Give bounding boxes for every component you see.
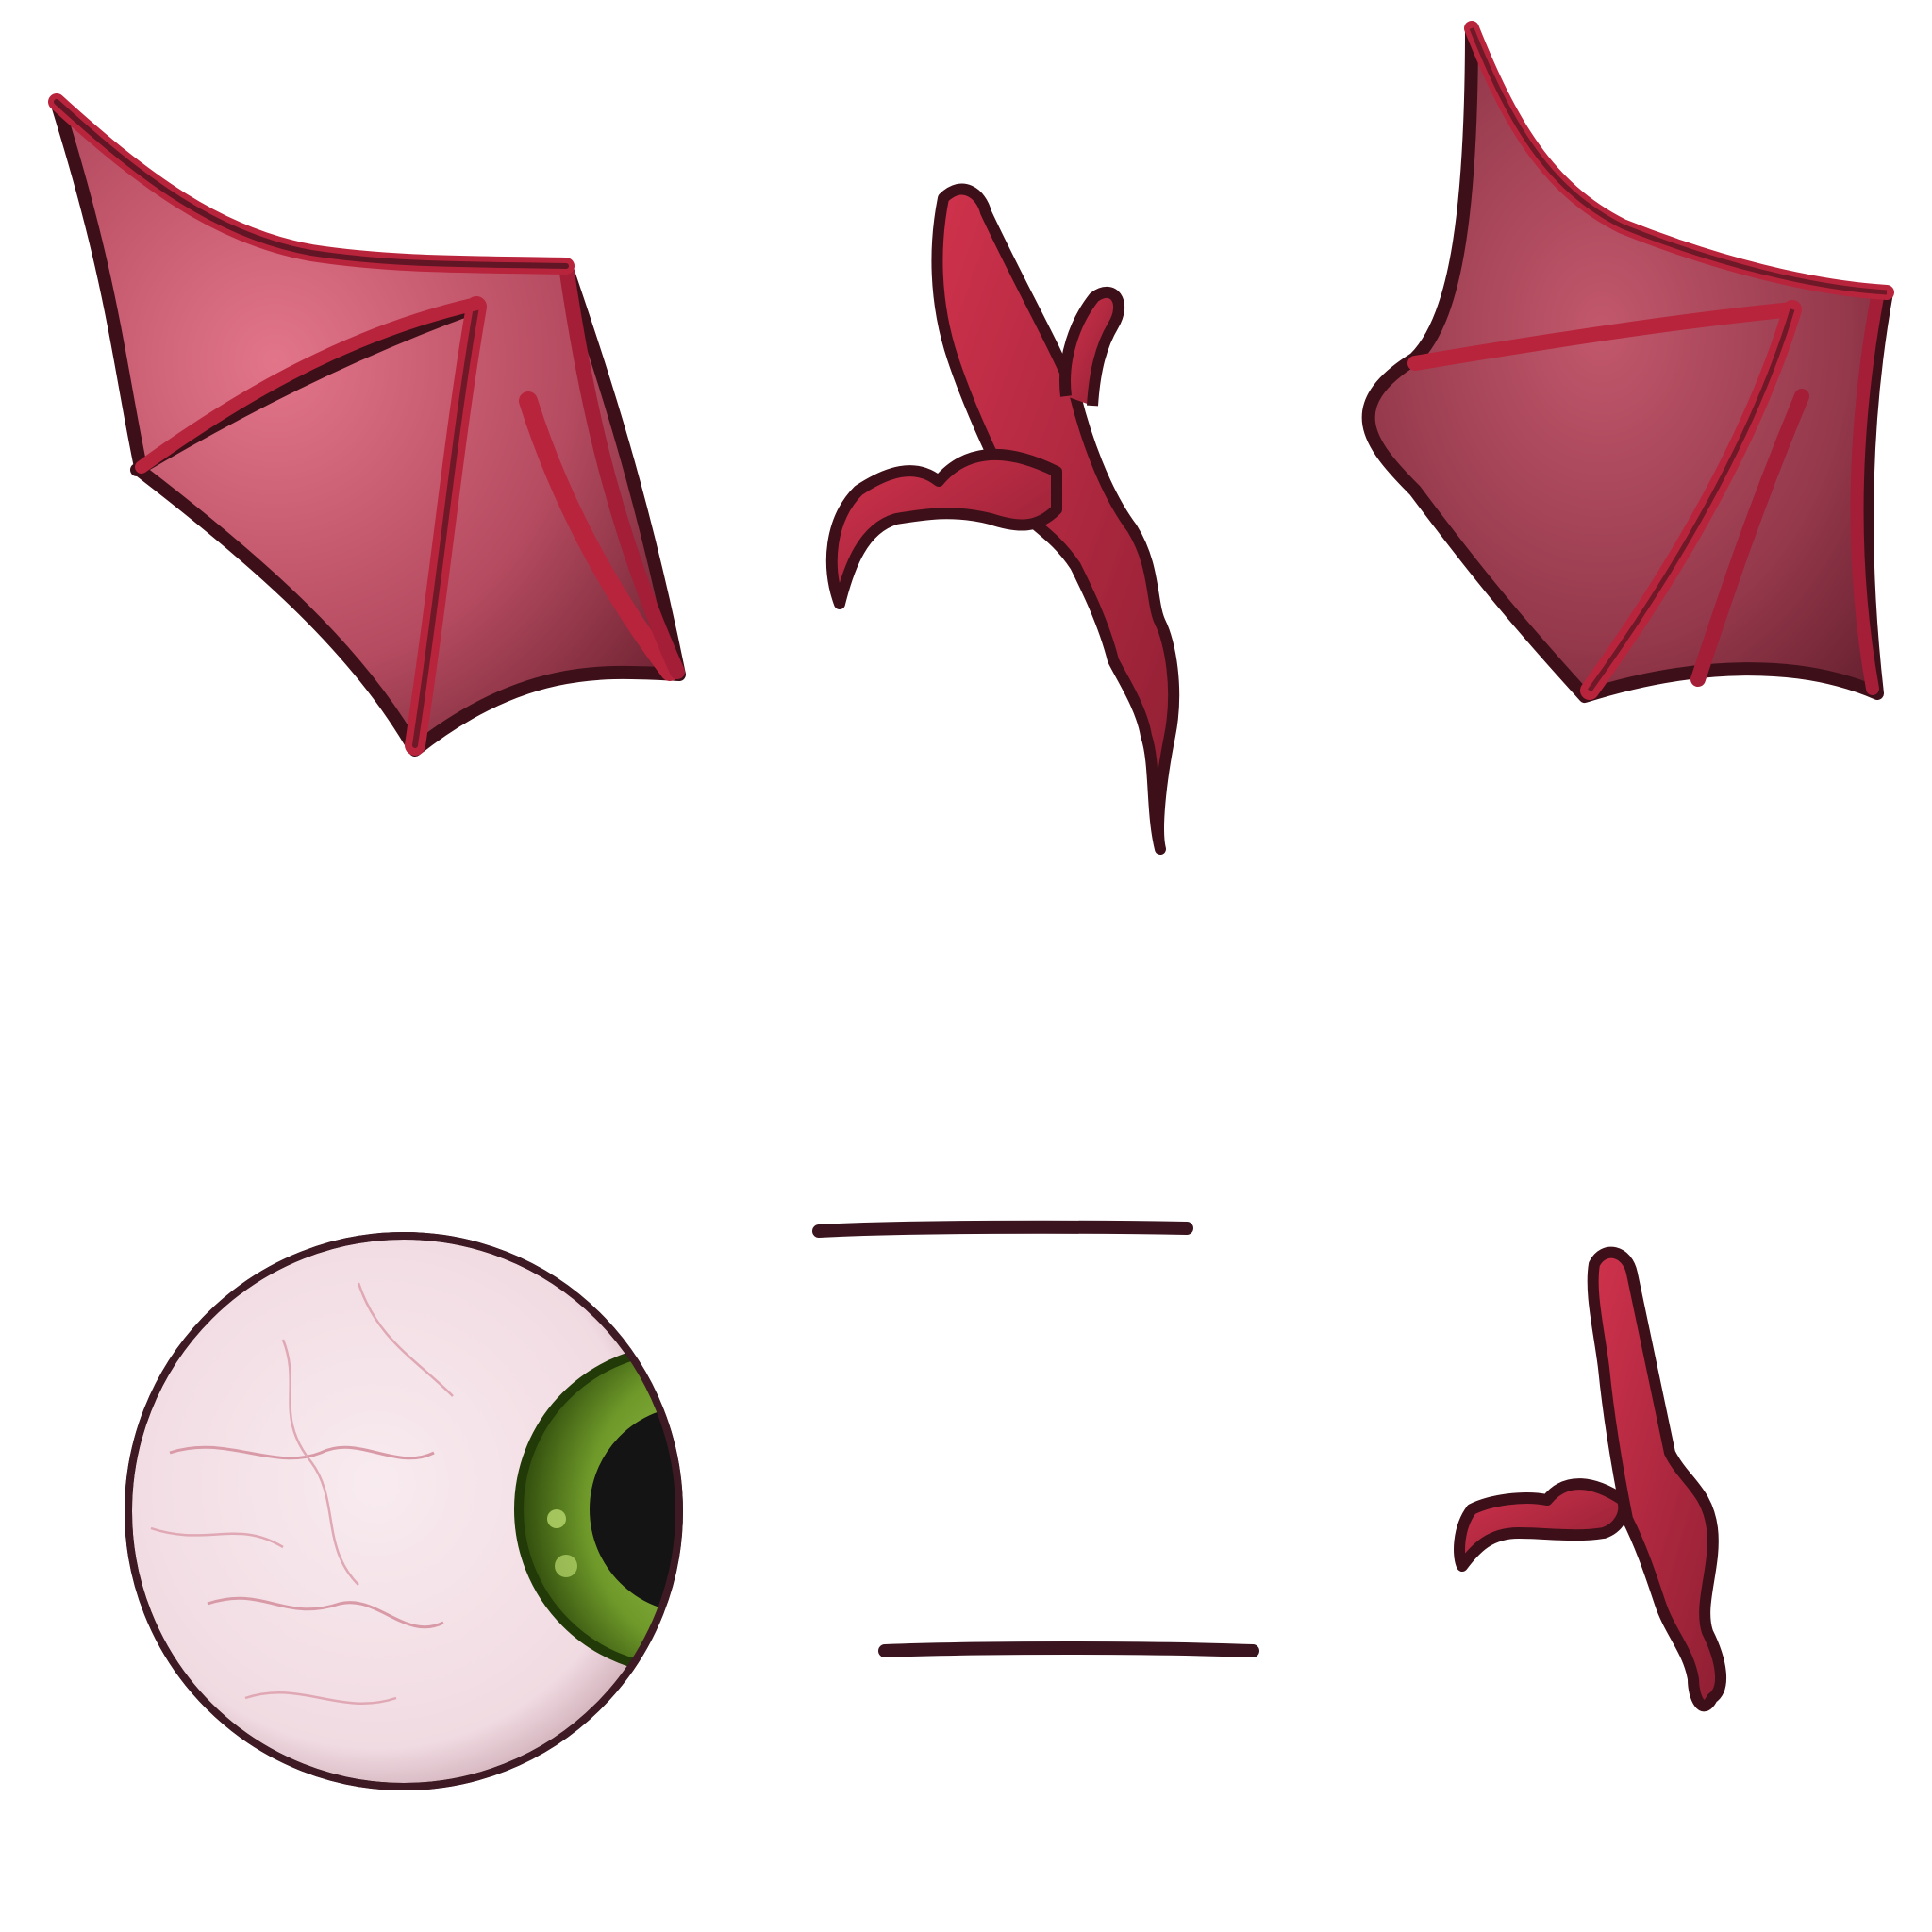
- wing-bone-arm-bottom: [1454, 1246, 1727, 1712]
- left-bat-wing: [48, 93, 686, 757]
- eye-veins: [150, 1282, 677, 1706]
- wing-bone-arm-top: [825, 183, 1180, 855]
- right-bat-wing: [1361, 21, 1894, 703]
- eyeball: [125, 1232, 683, 1790]
- eyelid-line-top: [812, 1220, 1193, 1238]
- eyelid-line-bottom: [878, 1641, 1259, 1657]
